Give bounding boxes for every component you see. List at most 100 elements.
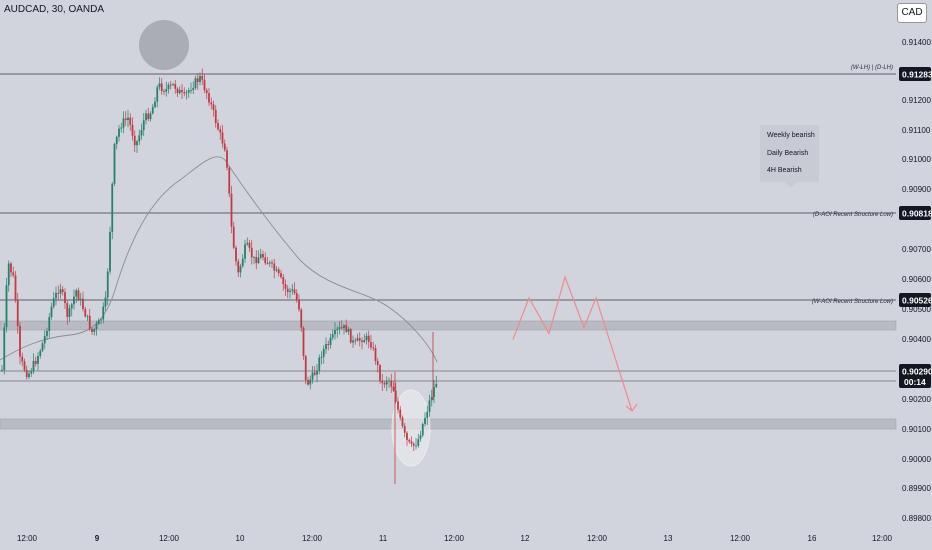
candle-body bbox=[302, 327, 305, 357]
demand-zone bbox=[0, 418, 897, 430]
candle-body bbox=[52, 298, 55, 307]
moving-average-line bbox=[0, 156, 438, 363]
candle-body bbox=[88, 315, 91, 329]
price-tick: 0.90000 bbox=[902, 455, 931, 464]
candle-body bbox=[293, 289, 296, 294]
candle-body bbox=[406, 432, 408, 440]
candle-body bbox=[25, 369, 28, 378]
countdown-badge: 00:14 bbox=[899, 375, 931, 388]
candle-body bbox=[255, 257, 258, 264]
candle-body bbox=[248, 242, 251, 248]
candle-body bbox=[70, 304, 73, 309]
candle-body bbox=[203, 79, 206, 91]
candle-body bbox=[370, 342, 372, 348]
currency-button[interactable]: CAD bbox=[897, 3, 927, 23]
candle-body bbox=[372, 347, 375, 349]
candle-body bbox=[417, 439, 420, 446]
candle-body bbox=[16, 300, 19, 326]
svg-text:0.90526: 0.90526 bbox=[902, 296, 932, 306]
bias-note-box[interactable]: Weekly bearish Daily Bearish 4H Bearish bbox=[760, 125, 819, 188]
price-tick: 0.90200 bbox=[902, 395, 931, 404]
candle-body bbox=[399, 409, 402, 418]
time-tick: 11 bbox=[379, 534, 388, 543]
candle-body bbox=[343, 325, 345, 329]
price-tick: 0.91200 bbox=[902, 96, 931, 105]
candle-body bbox=[156, 87, 159, 102]
price-tick: 0.91000 bbox=[902, 155, 931, 164]
candle-body bbox=[257, 257, 260, 264]
candle-body bbox=[284, 284, 287, 289]
candle-body bbox=[169, 84, 172, 86]
candle-body bbox=[57, 292, 60, 294]
level-label-weekly-aoi: (W-AOI Recent Structure Low) bbox=[812, 299, 893, 305]
candle-body bbox=[340, 327, 343, 329]
current-price-badge: 0.90290 bbox=[899, 364, 932, 378]
time-tick: 12:00 bbox=[872, 534, 893, 543]
candle-body bbox=[1, 369, 3, 371]
candle-body bbox=[82, 298, 84, 309]
time-axis[interactable]: 12:00 9 12:00 10 12:00 11 12:00 12 12:00… bbox=[17, 534, 893, 543]
time-tick: 12:00 bbox=[159, 534, 180, 543]
candle-body bbox=[318, 357, 321, 371]
price-axis[interactable]: 0.91400 0.91200 0.91100 0.91000 0.90900 … bbox=[902, 38, 931, 523]
candle-body bbox=[381, 380, 384, 384]
projection-arrow-head bbox=[625, 403, 638, 412]
svg-text:0.91283: 0.91283 bbox=[902, 70, 932, 80]
swing-high-highlight[interactable] bbox=[139, 20, 189, 70]
candle-body bbox=[190, 90, 192, 91]
candle-body bbox=[178, 89, 181, 94]
candle-body bbox=[79, 298, 82, 300]
candle-body bbox=[122, 118, 125, 128]
candle-body bbox=[374, 347, 377, 362]
symbol-title: AUDCAD, 30, OANDA bbox=[4, 4, 105, 15]
candle-body bbox=[304, 356, 307, 380]
bias-daily: Daily Bearish bbox=[767, 150, 808, 157]
candle-body bbox=[167, 84, 170, 90]
candle-body bbox=[217, 123, 219, 130]
candle-body bbox=[313, 372, 316, 375]
candle-body bbox=[124, 118, 127, 120]
candle-body bbox=[133, 135, 136, 146]
candle-body bbox=[334, 330, 336, 335]
candle-body bbox=[39, 350, 42, 356]
price-tick: 0.91100 bbox=[902, 126, 931, 135]
candle-body bbox=[239, 266, 242, 273]
candle-body bbox=[147, 113, 150, 120]
candle-body bbox=[397, 401, 399, 410]
candle-body bbox=[273, 263, 276, 271]
projection-path[interactable] bbox=[512, 275, 633, 412]
svg-text:0.90818: 0.90818 bbox=[902, 209, 932, 219]
candle-body bbox=[210, 102, 213, 105]
candle-body bbox=[244, 244, 246, 259]
candle-body bbox=[109, 231, 111, 272]
swing-low-highlight[interactable] bbox=[391, 389, 431, 467]
candle-body bbox=[131, 124, 134, 136]
candle-body bbox=[435, 383, 438, 388]
candle-body bbox=[187, 90, 190, 93]
time-tick: 10 bbox=[236, 534, 245, 543]
candle-body bbox=[383, 383, 386, 385]
candle-body bbox=[106, 271, 109, 298]
candle-body bbox=[354, 340, 357, 342]
candle-body bbox=[419, 435, 422, 440]
candle-body bbox=[14, 275, 17, 301]
candlestick-series bbox=[1, 68, 438, 484]
candle-body bbox=[201, 75, 204, 80]
candle-body bbox=[232, 226, 235, 248]
svg-text:0.90290: 0.90290 bbox=[902, 367, 932, 377]
candle-body bbox=[102, 306, 105, 320]
time-tick: 12:00 bbox=[730, 534, 751, 543]
candle-body bbox=[352, 340, 354, 343]
candle-body bbox=[176, 88, 179, 94]
candle-body bbox=[428, 400, 431, 412]
candle-body bbox=[86, 315, 89, 317]
price-tick: 0.89900 bbox=[902, 484, 931, 493]
candle-body bbox=[115, 136, 118, 145]
candle-body bbox=[253, 257, 255, 258]
candle-body bbox=[349, 328, 352, 343]
candle-body bbox=[268, 262, 271, 264]
candle-body bbox=[230, 193, 233, 227]
candle-body bbox=[264, 257, 267, 264]
